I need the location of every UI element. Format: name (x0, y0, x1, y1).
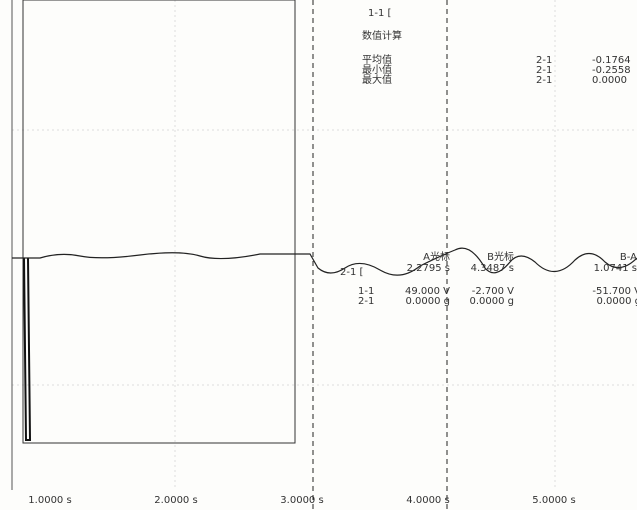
stat-value: -0.1764 (592, 55, 631, 66)
stat-channel: 2-1 (536, 75, 552, 86)
cursor-header: A光标 (423, 250, 450, 263)
spike-trace (23, 257, 32, 441)
cursor-reading: -2.700 V (472, 286, 514, 297)
panel-title: 数值计算 (362, 29, 402, 42)
cursor-time: 2.2795 s (407, 263, 450, 274)
stat-channel: 2-1 (536, 65, 552, 76)
trace-label: 2-1 [ (340, 267, 363, 278)
stat-value: 0.0000 (592, 75, 627, 86)
x-tick-label: 1.0000 s (28, 495, 71, 506)
cursor-reading: 0.0000 g (469, 296, 514, 307)
stat-label: 最小值 (362, 63, 392, 76)
cursor-reading: 0.0000 g (596, 296, 637, 307)
cursor-reading: -51.700 V (592, 286, 637, 297)
x-tick-label: 3.0000 s (280, 495, 323, 506)
x-axis: 1.0000 s 2.0000 s 3.0000 s 4.0000 s 5.0000 s (28, 495, 575, 506)
cursor-header: B光标 (487, 250, 514, 263)
stat-label: 平均值 (362, 53, 392, 66)
pulse-trace (22, 0, 296, 444)
stats: 平均值 2-1 -0.1764 最小值 2-1 -0.2558 最大值 2-1 0.0000 (362, 53, 631, 86)
stat-label: 最大值 (362, 73, 392, 86)
cursor-channel: 2-1 (358, 296, 374, 307)
cursor-time: 4.3487 s (471, 263, 514, 274)
x-tick-label: 5.0000 s (532, 495, 575, 506)
cursor-reading: 49.000 V (405, 286, 450, 297)
cursor-reading: 0.0000 g (405, 296, 450, 307)
channel-label: 1-1 [ (368, 8, 391, 19)
cursor-channel: 1-1 (358, 286, 374, 297)
cursor-header: B-A (620, 252, 637, 263)
x-tick-label: 2.0000 s (154, 495, 197, 506)
stat-channel: 2-1 (536, 55, 552, 66)
waveform-trace (12, 247, 637, 276)
cursor-time: 1.0741 s (594, 263, 637, 274)
grid (12, 0, 637, 490)
stat-value: -0.2558 (592, 65, 631, 76)
x-tick-label: 4.0000 s (406, 495, 449, 506)
